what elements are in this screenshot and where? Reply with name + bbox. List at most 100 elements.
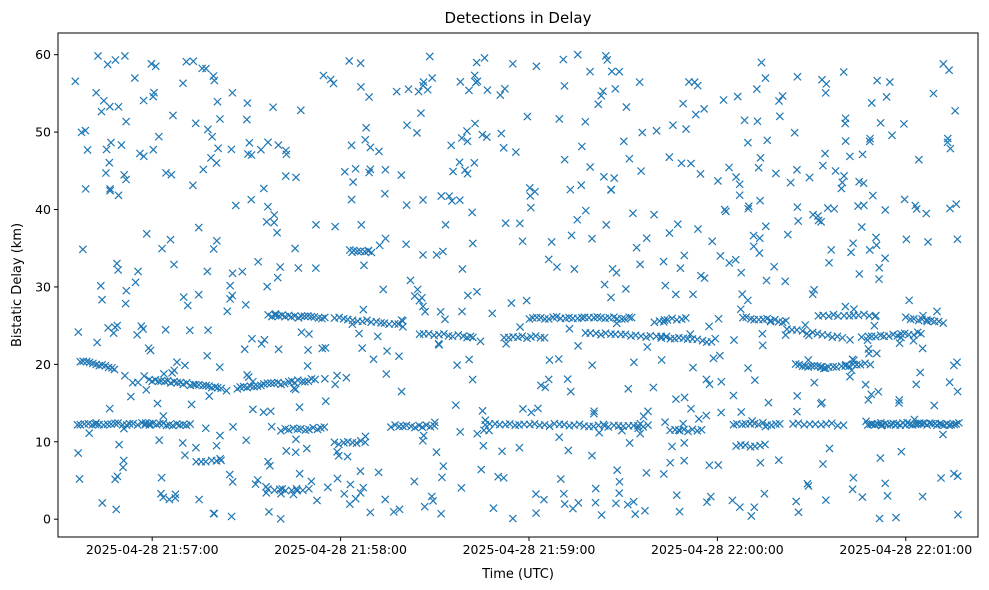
data-point xyxy=(246,382,255,391)
data-point xyxy=(855,269,864,279)
data-point xyxy=(875,263,884,272)
data-point xyxy=(376,318,385,327)
data-point xyxy=(269,103,278,112)
data-point xyxy=(418,423,427,432)
data-point xyxy=(657,355,666,365)
data-point xyxy=(209,72,218,81)
data-point xyxy=(346,480,355,489)
data-point xyxy=(570,265,579,274)
data-point xyxy=(735,503,744,512)
data-point xyxy=(307,312,316,321)
data-point xyxy=(257,339,266,348)
data-point xyxy=(599,420,608,429)
data-point xyxy=(340,489,349,498)
data-point xyxy=(349,178,358,187)
data-point xyxy=(280,379,289,388)
data-point xyxy=(589,409,598,418)
chart-title: Detections in Delay xyxy=(445,9,592,27)
data-point xyxy=(298,377,307,386)
data-point xyxy=(661,332,670,341)
data-point xyxy=(263,282,272,291)
data-point xyxy=(659,257,668,266)
data-point xyxy=(380,319,389,328)
data-point xyxy=(223,307,232,316)
data-point xyxy=(744,364,753,373)
data-point xyxy=(240,345,249,354)
data-point xyxy=(395,505,404,514)
data-point xyxy=(778,91,787,101)
data-point xyxy=(577,313,586,322)
data-point xyxy=(927,419,936,428)
data-point xyxy=(845,152,854,161)
data-point xyxy=(133,420,142,429)
data-point xyxy=(78,245,87,254)
data-point xyxy=(531,331,540,341)
data-point xyxy=(763,136,772,145)
data-point xyxy=(418,302,428,311)
data-point xyxy=(761,222,770,231)
data-point xyxy=(189,57,198,66)
data-point xyxy=(508,59,517,68)
data-point xyxy=(453,361,462,370)
data-point xyxy=(894,398,903,408)
data-point xyxy=(110,365,119,374)
data-point xyxy=(564,446,573,455)
data-point xyxy=(881,205,890,215)
data-point xyxy=(634,424,643,433)
data-point xyxy=(887,131,897,140)
data-point xyxy=(312,496,322,505)
data-point xyxy=(643,343,652,352)
data-point xyxy=(157,473,166,482)
data-point xyxy=(187,400,196,409)
data-point xyxy=(530,419,539,428)
data-point xyxy=(735,191,744,200)
data-point xyxy=(917,419,926,428)
data-point xyxy=(111,55,120,65)
data-point xyxy=(114,419,123,428)
data-point xyxy=(872,241,881,250)
data-point xyxy=(247,334,256,343)
data-point xyxy=(147,59,156,68)
data-point xyxy=(742,313,751,322)
data-point xyxy=(508,514,517,523)
data-point xyxy=(342,373,351,382)
data-point xyxy=(660,315,669,324)
data-point xyxy=(679,425,688,434)
data-point xyxy=(320,374,329,383)
data-point xyxy=(916,368,925,377)
data-point xyxy=(437,192,446,201)
data-point xyxy=(479,441,488,450)
data-point xyxy=(103,60,112,69)
data-point xyxy=(825,444,834,453)
data-point xyxy=(615,489,624,498)
data-point xyxy=(320,423,329,432)
data-point xyxy=(478,130,487,139)
data-point xyxy=(437,473,446,482)
data-point xyxy=(892,513,901,522)
data-point xyxy=(756,196,765,205)
data-point xyxy=(868,191,877,200)
data-point xyxy=(276,514,285,523)
data-point xyxy=(954,418,963,427)
data-point xyxy=(394,320,403,329)
data-point xyxy=(770,315,779,324)
data-point xyxy=(273,228,282,237)
data-point xyxy=(159,411,168,421)
data-point xyxy=(540,314,549,323)
data-point xyxy=(472,58,481,67)
data-point xyxy=(952,200,961,209)
data-point xyxy=(402,121,412,130)
data-point xyxy=(607,185,616,194)
data-point xyxy=(831,166,840,175)
data-point xyxy=(511,148,520,157)
data-point xyxy=(499,143,508,152)
data-point xyxy=(462,127,472,136)
data-point xyxy=(729,391,738,400)
data-point xyxy=(774,456,783,465)
data-point xyxy=(756,441,765,450)
data-point xyxy=(335,313,344,322)
data-point xyxy=(437,509,446,518)
data-point xyxy=(226,281,235,290)
data-point xyxy=(841,302,850,311)
